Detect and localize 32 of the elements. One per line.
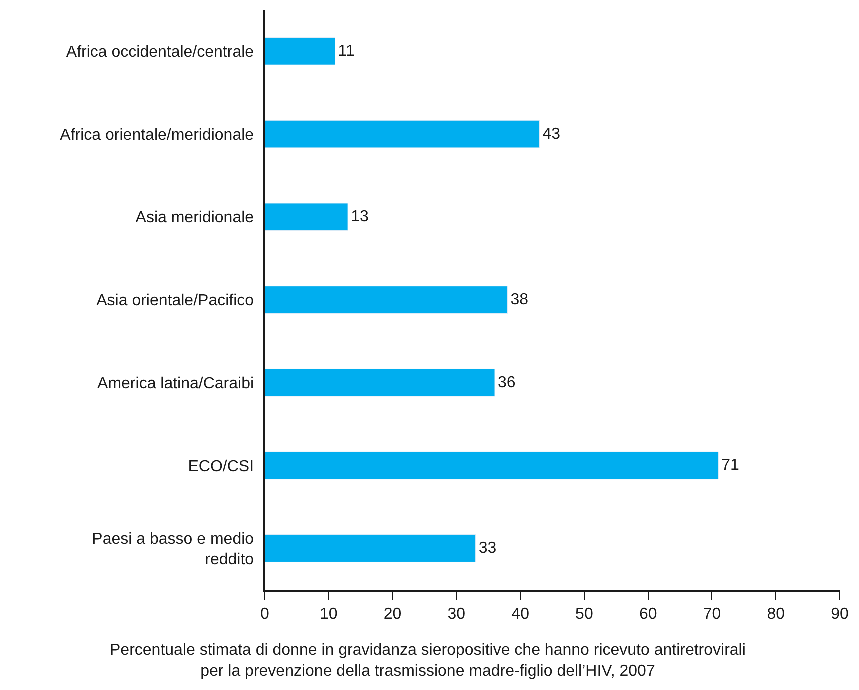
x-tick-label: 50 [576,606,594,623]
x-tick-label: 70 [703,606,722,623]
bar [265,203,348,232]
data-label: 33 [478,540,497,558]
data-label: 38 [510,292,529,308]
x-tick-label: 20 [384,606,402,623]
data-label: 36 [498,374,516,392]
x-axis-title: Percentuale stimata di donne in gravidanza sieropositive che hanno ricevuto antiretrovirali per la prevenzione della trasmissione madre-figlio dell’HIV, 2007 [110,642,746,680]
y-tick-label: Asia meridionale [136,210,254,227]
bar [265,534,476,562]
data-label: 11 [338,42,355,60]
y-tick-label: America latina/Caraibi [98,375,254,392]
bar [265,38,336,66]
x-tick-label: 80 [767,606,786,623]
data-label: 71 [722,457,740,474]
y-tick-label: ECO/CSI [188,458,254,476]
y-tick-label: Africa occidentale/centrale [66,44,254,62]
x-tick-label: 0 [260,606,270,623]
data-label: 13 [351,208,369,226]
x-tick-label: 90 [831,606,849,623]
x-tick-label: 30 [448,606,466,623]
bar [265,120,540,148]
y-tick-label: Africa orientale/meridionale [60,126,254,144]
bar [265,452,719,480]
x-tick-label: 60 [639,606,658,623]
y-tick-label: Paesi a basso e medio reddito [92,530,254,569]
y-tick-label: Asia orientale/Pacifico [96,292,254,310]
bar [265,368,496,397]
data-label: 43 [542,126,561,143]
bar [265,286,508,314]
x-tick-label: 10 [320,606,338,623]
x-tick-label: 40 [512,606,530,623]
